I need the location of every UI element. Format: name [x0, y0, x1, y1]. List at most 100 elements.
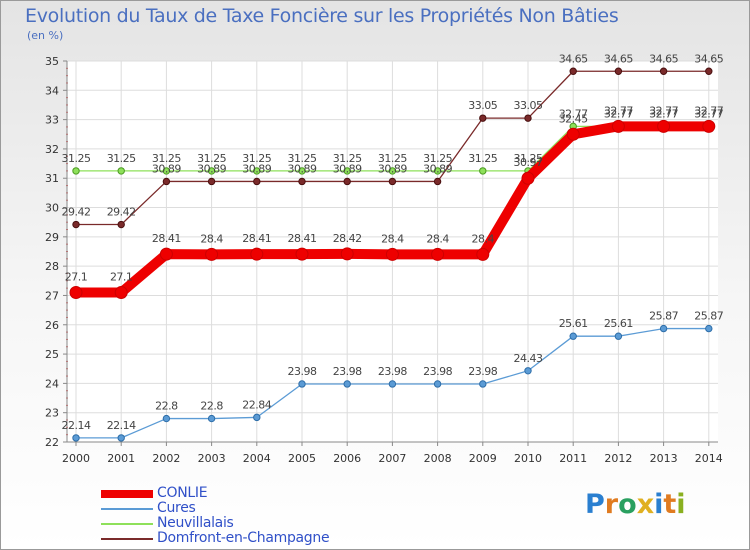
data-label: 31.25 [514, 152, 543, 165]
legend-swatch-cures [101, 508, 153, 510]
data-point [72, 167, 80, 175]
data-label: 29.42 [107, 206, 136, 219]
y-tick-label: 34 [45, 84, 59, 97]
data-label: 33.05 [514, 99, 543, 112]
x-tick-label: 2014 [695, 452, 723, 465]
legend-swatch-conlie [101, 490, 153, 498]
data-label: 28.4 [381, 232, 404, 245]
x-tick-label: 2009 [469, 452, 497, 465]
data-label: 32.77 [649, 107, 678, 120]
data-point [521, 171, 535, 185]
data-label: 30.89 [242, 162, 271, 175]
data-point [295, 247, 309, 261]
data-point [205, 247, 219, 261]
data-point [114, 286, 128, 300]
data-point [705, 67, 713, 75]
y-tick-label: 28 [45, 260, 59, 273]
data-label: 31.25 [468, 152, 497, 165]
data-label: 32.77 [694, 107, 723, 120]
data-point [162, 167, 171, 175]
data-label: 30.89 [152, 162, 181, 175]
data-point [479, 380, 487, 388]
data-label: 23.98 [468, 365, 497, 378]
data-point [69, 286, 83, 300]
data-point [657, 119, 671, 133]
legend-label-domfront: Domfront-en-Champagne [157, 530, 330, 546]
data-label: 30.89 [288, 162, 317, 175]
data-label: 23.98 [288, 365, 317, 378]
data-label: 30.89 [333, 162, 362, 175]
logo-letter: i [676, 489, 686, 520]
data-label: 27.1 [110, 271, 133, 284]
y-tick-label: 22 [45, 436, 59, 449]
data-point [253, 177, 261, 186]
legend-swatch-neuvillalais [101, 523, 153, 525]
y-tick-label: 23 [45, 407, 59, 420]
data-point [433, 177, 442, 186]
data-label: 22.14 [107, 419, 136, 432]
data-label: 28.4 [200, 232, 223, 245]
x-tick-label: 2002 [152, 452, 180, 465]
data-point [117, 220, 125, 229]
chart-title: Evolution du Taux de Taxe Foncière sur l… [25, 5, 619, 27]
data-label: 29.42 [62, 206, 91, 219]
data-label: 32.77 [559, 107, 588, 120]
data-point [614, 332, 623, 340]
logo-letter: P [585, 489, 605, 520]
data-label: 30.97 [514, 156, 543, 169]
data-label: 31.25 [288, 152, 317, 165]
y-tick-label: 31 [45, 172, 59, 185]
logo-letter: r [604, 489, 619, 520]
data-point [207, 177, 216, 186]
data-point [388, 177, 397, 186]
data-label: 30.89 [378, 162, 407, 175]
data-point [479, 114, 487, 122]
data-point [569, 67, 577, 75]
data-label: 31.25 [152, 152, 181, 165]
data-label: 28.41 [152, 232, 181, 245]
data-point [298, 380, 306, 388]
series [69, 67, 716, 442]
y-tick-label: 35 [45, 55, 59, 68]
data-point [207, 167, 216, 175]
data-point [566, 127, 580, 141]
data-label: 28.41 [242, 232, 271, 245]
data-label: 23.98 [333, 365, 362, 378]
data-label: 30.89 [197, 162, 226, 175]
data-point [614, 67, 623, 75]
data-label: 23.98 [378, 365, 407, 378]
x-tick-label: 2010 [514, 452, 542, 465]
data-label: 32.77 [604, 104, 633, 117]
proxiti-logo: Proxiti [585, 489, 686, 520]
y-tick-label: 29 [45, 231, 59, 244]
data-label: 25.61 [604, 317, 633, 330]
y-tick-label: 27 [45, 289, 59, 302]
data-label: 28.41 [288, 232, 317, 245]
data-label: 23.98 [423, 365, 452, 378]
x-tick-label: 2005 [288, 452, 316, 465]
data-label: 22.84 [242, 398, 271, 411]
data-point [659, 324, 668, 333]
data-label: 34.65 [694, 52, 723, 65]
data-label: 24.43 [514, 352, 543, 365]
data-point [207, 414, 216, 423]
data-point [611, 119, 625, 133]
data-point [340, 247, 354, 261]
x-tick-label: 2013 [650, 452, 678, 465]
data-point [476, 247, 490, 261]
data-point [253, 167, 261, 175]
logo-letter: i [654, 489, 664, 520]
x-tick-label: 2008 [424, 452, 452, 465]
data-labels: 22.14 22.14 22.8 22.8 22.84 23.98 23.98 23.98 23… [62, 52, 725, 432]
data-point [702, 119, 716, 133]
data-label: 25.87 [649, 310, 678, 323]
logo-letter: x [636, 489, 655, 520]
data-point [433, 380, 442, 388]
data-label: 25.61 [559, 317, 588, 330]
data-point [569, 332, 577, 340]
data-label: 31.25 [242, 152, 271, 165]
data-point [705, 324, 713, 333]
y-tick-label: 30 [45, 202, 59, 215]
